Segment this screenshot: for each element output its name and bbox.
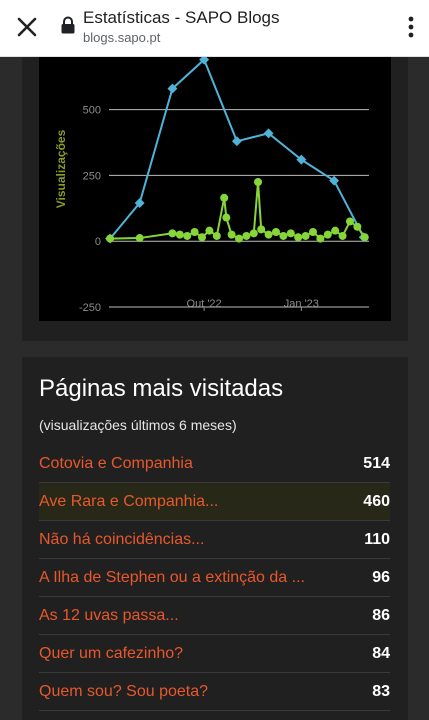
view-count: 460	[363, 493, 390, 510]
page-link[interactable]: Quer um cafezinho?	[39, 645, 184, 662]
data-point-green	[271, 228, 280, 236]
section-title: Páginas mais visitadas	[39, 375, 284, 402]
x-tick-label: Jan '23	[284, 298, 319, 310]
page-link[interactable]: As 12 uvas passa...	[39, 607, 179, 624]
page-link[interactable]: Cotovia e Companhia	[39, 455, 193, 472]
data-point-blue	[296, 154, 307, 165]
data-point-green	[360, 233, 369, 242]
page-link[interactable]: Quem sou? Sou poeta?	[39, 683, 209, 700]
list-item[interactable]: Não há coincidências... 110	[39, 521, 390, 559]
data-point-green	[254, 178, 263, 186]
view-count: 86	[372, 607, 390, 624]
data-point-green	[301, 231, 310, 240]
most-visited-card: Páginas mais visitadas (visualizações úl…	[22, 357, 408, 720]
view-count: 96	[372, 569, 390, 586]
data-point-green	[345, 217, 354, 226]
data-point-green	[316, 234, 325, 243]
data-point-green	[257, 225, 266, 234]
data-point-blue	[231, 136, 242, 147]
section-subtitle: (visualizações últimos 6 meses)	[39, 417, 237, 433]
data-point-green	[183, 231, 192, 240]
list-item[interactable]: Ave Rara e Companhia... 460	[39, 483, 390, 521]
data-point-green	[286, 229, 295, 238]
data-point-green	[249, 229, 258, 238]
data-point-green	[198, 233, 207, 242]
view-count: 84	[372, 645, 390, 662]
lock-icon	[60, 16, 76, 34]
data-point-green	[308, 228, 317, 236]
page-url: blogs.sapo.pt	[83, 30, 161, 45]
view-count: 83	[372, 683, 390, 700]
data-point-blue	[134, 198, 145, 209]
view-count: 110	[364, 531, 390, 548]
browser-top-bar: Estatísticas - SAPO Blogs blogs.sapo.pt	[0, 0, 429, 57]
view-count: 514	[363, 455, 390, 472]
y-tick-label: 500	[83, 105, 101, 117]
y-tick-label: 250	[83, 170, 101, 182]
data-point-blue	[167, 83, 178, 94]
data-point-green	[220, 193, 229, 202]
data-point-green	[338, 231, 347, 240]
data-point-green	[175, 230, 184, 239]
y-tick-label: -250	[79, 302, 101, 314]
data-point-green	[205, 226, 214, 235]
more-vert-icon[interactable]	[407, 15, 415, 39]
data-point-blue	[199, 57, 210, 65]
data-point-green	[106, 234, 115, 243]
data-point-green	[227, 230, 236, 239]
series-line-green	[110, 181, 366, 240]
chart-svg: -250 0 250 500 Out '22 Jan '23 Visualizações	[54, 57, 369, 314]
data-point-green	[279, 231, 288, 240]
data-point-green	[135, 234, 144, 243]
list-item[interactable]: Quer um cafezinho? 84	[39, 635, 390, 673]
list-item[interactable]: Cotovia e Companhia 514	[39, 445, 390, 483]
list-item[interactable]: Quem sou? Sou poeta? 83	[39, 673, 390, 711]
list-item[interactable]: As 12 uvas passa... 86	[39, 597, 390, 635]
page-title: Estatísticas - SAPO Blogs	[83, 8, 280, 27]
views-chart: -250 0 250 500 Out '22 Jan '23 Visualizações	[39, 57, 391, 321]
browser-title-block[interactable]: Estatísticas - SAPO Blogs blogs.sapo.pt	[83, 8, 381, 46]
close-icon[interactable]	[14, 14, 40, 40]
data-point-green	[353, 222, 362, 231]
data-point-green	[235, 234, 243, 243]
chart-card: -250 0 250 500 Out '22 Jan '23 Visualizações	[22, 57, 408, 341]
page-link[interactable]: Não há coincidências...	[39, 531, 205, 548]
data-point-blue	[329, 175, 340, 186]
series-line-blue	[109, 57, 365, 240]
data-point-green	[190, 228, 199, 236]
list-item[interactable]: A Ilha de Stephen ou a extinção da ... 9…	[39, 559, 390, 597]
y-axis-label: Visualizações	[54, 129, 68, 208]
data-point-green	[222, 213, 231, 222]
data-point-blue	[263, 128, 274, 139]
page-link[interactable]: Ave Rara e Companhia...	[39, 493, 219, 510]
data-point-green	[264, 230, 273, 239]
pages-list: Cotovia e Companhia 514 Ave Rara e Compa…	[39, 445, 390, 711]
data-point-green	[323, 230, 332, 239]
x-tick-label: Out '22	[187, 298, 222, 310]
data-point-green	[242, 231, 251, 240]
data-point-green	[294, 233, 303, 242]
data-point-green	[331, 226, 340, 235]
data-point-green	[168, 229, 177, 238]
page-link[interactable]: A Ilha de Stephen ou a extinção da ...	[39, 569, 305, 586]
data-point-green	[212, 231, 221, 240]
y-tick-label: 0	[95, 236, 101, 248]
